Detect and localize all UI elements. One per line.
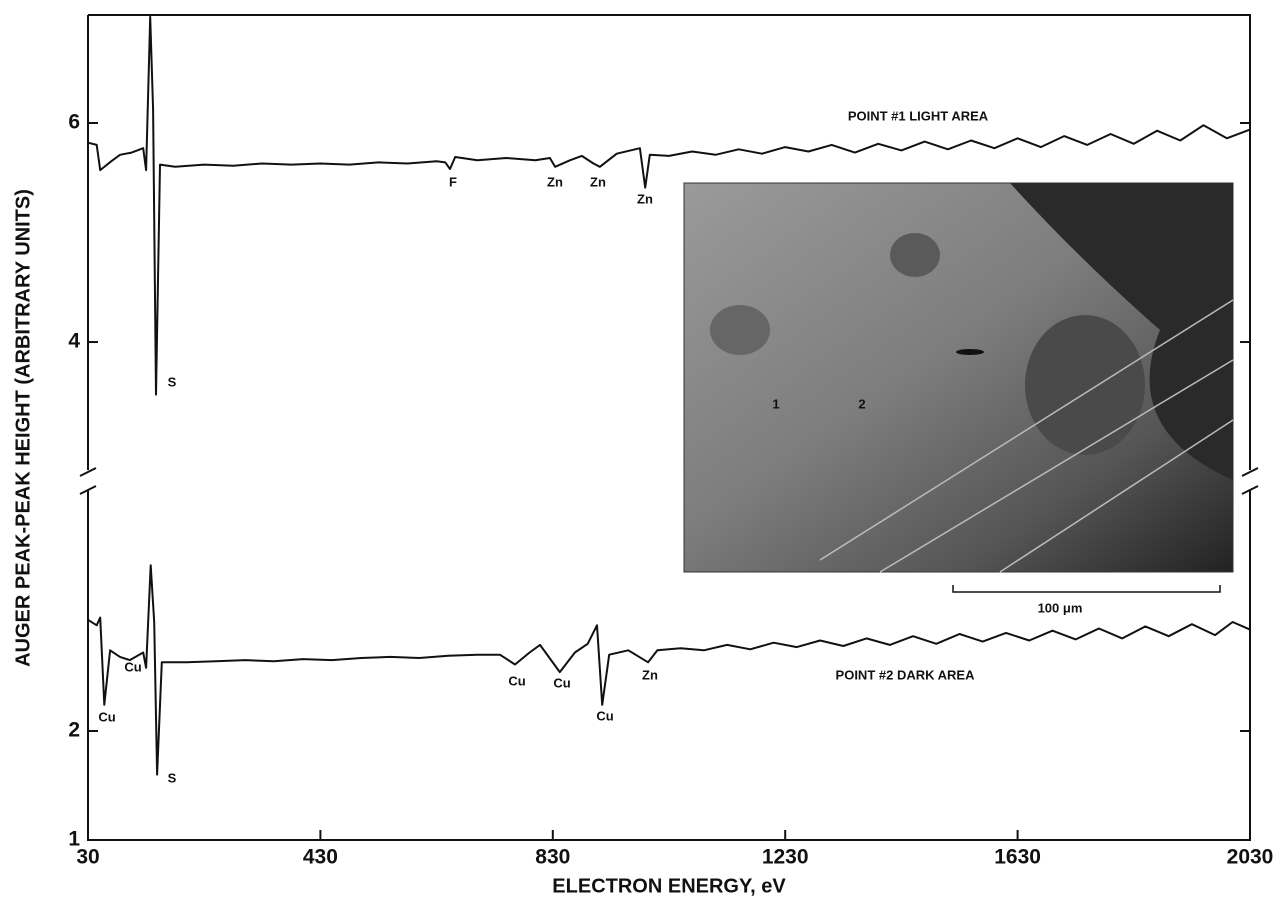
x-tick-label: 30 — [76, 846, 99, 869]
spectrum-line — [87, 564, 1251, 776]
peak-label: Zn — [590, 174, 606, 189]
x-tick-label: 830 — [535, 846, 570, 869]
peak-label: Zn — [642, 667, 658, 682]
peak-label: Cu — [596, 708, 613, 723]
peak-label: Cu — [124, 659, 141, 674]
y-tick-label: 4 — [68, 330, 80, 353]
spectrum-line — [87, 15, 1251, 396]
x-tick-label: 1630 — [994, 846, 1041, 869]
inset-photo — [683, 182, 1234, 573]
scale-bar — [952, 585, 1221, 593]
peak-label: Cu — [508, 673, 525, 688]
peak-label: Zn — [637, 191, 653, 206]
peak-label: S — [168, 770, 177, 785]
y-tick-label: 2 — [68, 719, 80, 742]
frame — [79, 14, 1259, 841]
series-label: POINT #2 DARK AREA — [836, 667, 976, 682]
peak-label: F — [449, 174, 457, 189]
peak-label: Cu — [98, 709, 115, 724]
inset-label: 2 — [858, 396, 865, 411]
y-tick-label: 6 — [68, 111, 80, 134]
peak-label: Cu — [553, 675, 570, 690]
x-axis-title: ELECTRON ENERGY, eV — [552, 875, 786, 897]
peak-label: Zn — [547, 174, 563, 189]
x-tick-label: 430 — [303, 846, 338, 869]
peak-label: S — [168, 374, 177, 389]
inset-label: 1 — [772, 396, 779, 411]
y-tick-label: 1 — [68, 828, 80, 851]
x-tick-label: 2030 — [1227, 846, 1274, 869]
scale-bar-label: 100 μm — [1038, 600, 1083, 615]
series-label: POINT #1 LIGHT AREA — [848, 108, 989, 123]
y-axis-title: AUGER PEAK-PEAK HEIGHT (ARBITRARY UNITS) — [12, 189, 34, 667]
x-tick-label: 1230 — [762, 846, 809, 869]
